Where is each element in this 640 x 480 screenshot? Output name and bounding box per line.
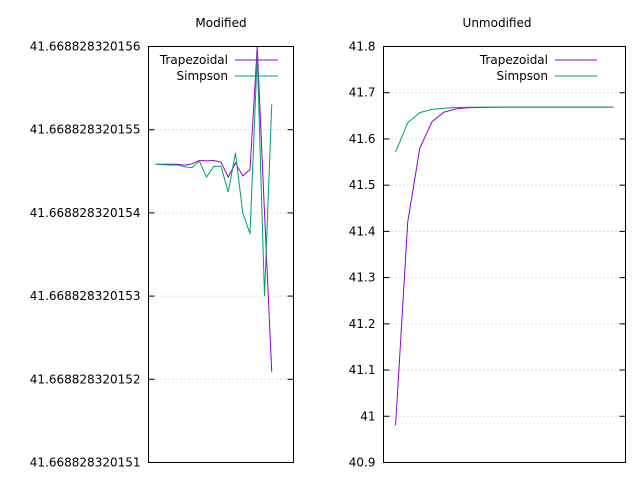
y-tick-label: 41.7 — [349, 86, 376, 100]
legend-label: Simpson — [177, 69, 228, 83]
legend-entry-trapezoidal: Trapezoidal — [159, 53, 278, 67]
y-tick-label: 41.6 — [349, 132, 376, 146]
grid — [148, 129, 294, 380]
chart-modified: Modified 41.66882832015141.6688283201524… — [30, 16, 294, 470]
y-tick-label: 41.668828320152 — [30, 372, 141, 386]
series-line-trapezoidal — [155, 46, 273, 372]
chart-unmodified: Unmodified 40.9 41 41.1 41.2 41.3 41.4 41.5 41.… — [349, 16, 626, 470]
series-lines — [395, 106, 614, 426]
plot-frame — [383, 46, 626, 463]
series-line-trapezoidal — [395, 106, 614, 426]
y-axis-ticks — [383, 46, 626, 463]
y-tick-label: 40.9 — [349, 456, 376, 470]
y-tick-label: 41.2 — [349, 317, 376, 331]
series-line-simpson — [155, 54, 273, 297]
legend-entry-simpson: Simpson — [497, 69, 597, 83]
legend-label: Trapezoidal — [479, 53, 548, 67]
y-tick-label: 41.4 — [349, 224, 376, 238]
legend: Trapezoidal Simpson — [159, 53, 278, 83]
chart-title: Unmodified — [463, 16, 532, 30]
legend-entry-trapezoidal: Trapezoidal — [479, 53, 597, 67]
y-tick-label: 41.3 — [349, 271, 376, 285]
y-tick-label: 41.5 — [349, 178, 376, 192]
legend: Trapezoidal Simpson — [479, 53, 597, 83]
y-tick-label: 41.1 — [349, 363, 376, 377]
series-line-simpson — [395, 106, 614, 153]
grid — [383, 92, 626, 417]
y-tick-label: 41 — [360, 409, 375, 423]
chart-title: Modified — [195, 16, 246, 30]
y-tick-label: 41.668828320151 — [30, 456, 141, 470]
y-tick-label: 41.668828320156 — [30, 40, 141, 54]
plot-frame — [148, 46, 294, 463]
legend-label: Trapezoidal — [159, 53, 228, 67]
legend-label: Simpson — [497, 69, 548, 83]
y-axis-labels: 40.9 41 41.1 41.2 41.3 41.4 41.5 41.6 41.7 41.8 — [349, 40, 376, 470]
y-axis-labels: 41.668828320151 41.668828320152 41.6688283… — [30, 40, 141, 470]
series-lines — [155, 46, 273, 372]
y-tick-label: 41.8 — [349, 40, 376, 54]
legend-entry-simpson: Simpson — [177, 69, 278, 83]
y-tick-label: 41.668828320153 — [30, 289, 141, 303]
y-tick-label: 41.668828320154 — [30, 206, 141, 220]
y-tick-label: 41.668828320155 — [30, 123, 141, 137]
